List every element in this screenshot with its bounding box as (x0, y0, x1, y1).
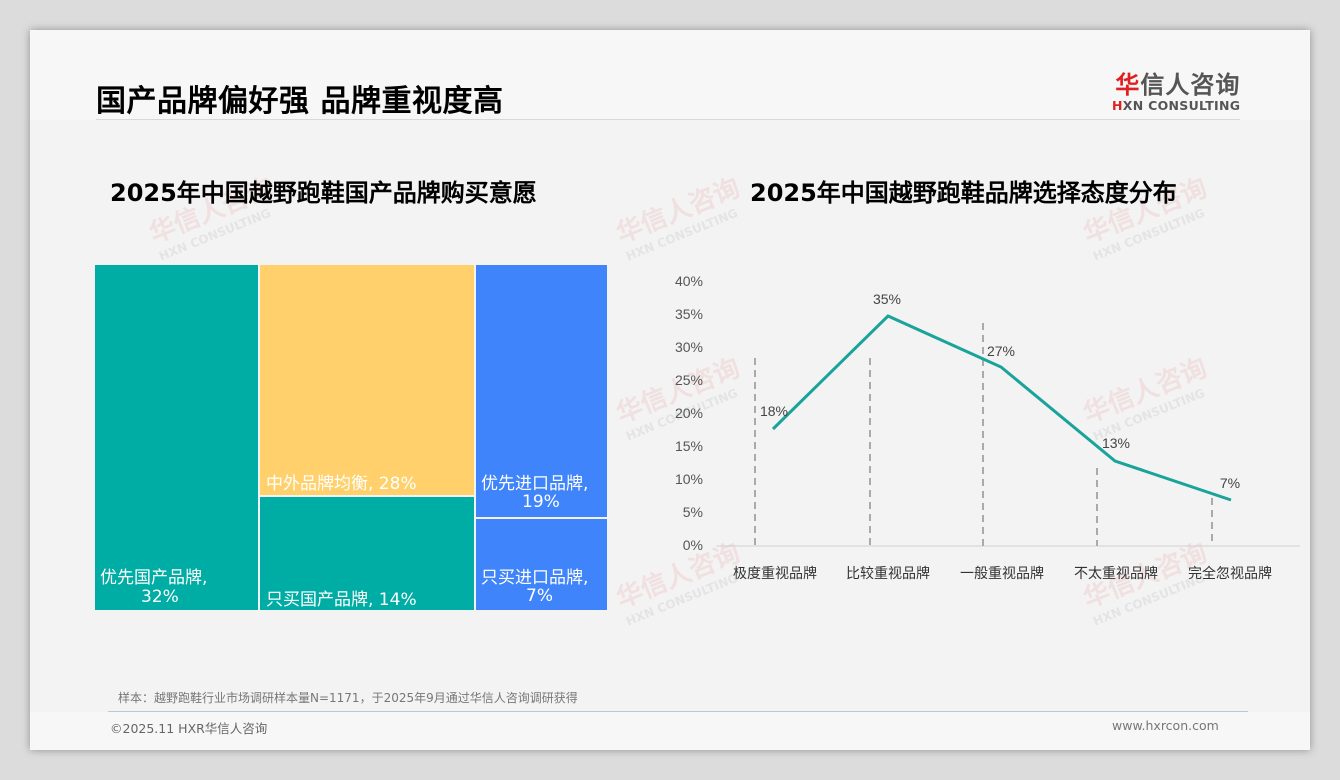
copyright: ©2025.11 HXR华信人咨询 (110, 721, 268, 736)
treemap-chart: 优先国产品牌, 32% 中外品牌均衡, 28% 只买国产品牌, 14% 优先进口… (95, 265, 607, 610)
line-chart-title: 2025年中国越野跑鞋品牌选择态度分布 (750, 179, 1177, 207)
logo-cn: 华信人咨询 (1115, 71, 1241, 99)
svg-text:一般重视品牌: 一般重视品牌 (960, 565, 1044, 581)
svg-text:27%: 27% (987, 343, 1015, 359)
svg-text:比较重视品牌: 比较重视品牌 (846, 565, 930, 581)
svg-text:极度重视品牌: 极度重视品牌 (733, 565, 817, 581)
line-chart: 0% 5% 10% 15% 20% 25% 30% 35% 40% 18% 35… (675, 273, 1300, 581)
page-title: 国产品牌偏好强 品牌重视度高 (96, 84, 504, 119)
slide: 国产品牌偏好强 品牌重视度高 华信人咨询 HXN CONSULTING 华信人咨… (30, 30, 1310, 750)
svg-text:40%: 40% (675, 273, 703, 289)
svg-text:35%: 35% (675, 306, 703, 322)
drop-lines (754, 323, 1213, 546)
data-labels: 18% 35% 27% 13% 7% (760, 291, 1240, 491)
tile-prefer-domestic: 优先国产品牌, 32% (95, 265, 258, 610)
svg-text:35%: 35% (873, 291, 901, 307)
svg-text:完全忽视品牌: 完全忽视品牌 (1188, 565, 1272, 581)
treemap-title: 2025年中国越野跑鞋国产品牌购买意愿 (110, 179, 537, 207)
tile-prefer-imported: 优先进口品牌, 19% (476, 265, 607, 517)
logo-en: HXN CONSULTING (1112, 98, 1241, 113)
svg-text:7%: 7% (1220, 475, 1240, 491)
svg-text:20%: 20% (675, 405, 703, 421)
header-band (30, 30, 1310, 120)
website-link[interactable]: www.hxrcon.com (1112, 718, 1219, 733)
svg-text:0%: 0% (683, 537, 703, 553)
svg-text:15%: 15% (675, 438, 703, 454)
watermark: 华信人咨询 HXN CONSULTING (612, 173, 745, 264)
x-axis-labels: 极度重视品牌 比较重视品牌 一般重视品牌 不太重视品牌 完全忽视品牌 (733, 565, 1272, 581)
svg-text:不太重视品牌: 不太重视品牌 (1074, 565, 1158, 581)
svg-text:30%: 30% (675, 339, 703, 355)
tile-balanced: 中外品牌均衡, 28% (260, 265, 474, 495)
sample-footnote: 样本：越野跑鞋行业市场调研样本量N=1171，于2025年9月通过华信人咨询调研… (118, 691, 578, 705)
y-axis-ticks: 0% 5% 10% 15% 20% 25% 30% 35% 40% (675, 273, 703, 553)
footer-band (30, 712, 1310, 750)
svg-text:13%: 13% (1102, 435, 1130, 451)
company-logo: 华信人咨询 HXN CONSULTING (1112, 65, 1240, 113)
svg-text:5%: 5% (683, 504, 703, 520)
footer-divider (108, 711, 1248, 712)
svg-text:18%: 18% (760, 403, 788, 419)
series-line (771, 314, 1232, 502)
tile-only-domestic: 只买国产品牌, 14% (260, 497, 474, 610)
title-divider (96, 119, 1240, 120)
svg-text:10%: 10% (675, 471, 703, 487)
tile-only-imported: 只买进口品牌, 7% (476, 519, 607, 610)
svg-text:25%: 25% (675, 372, 703, 388)
